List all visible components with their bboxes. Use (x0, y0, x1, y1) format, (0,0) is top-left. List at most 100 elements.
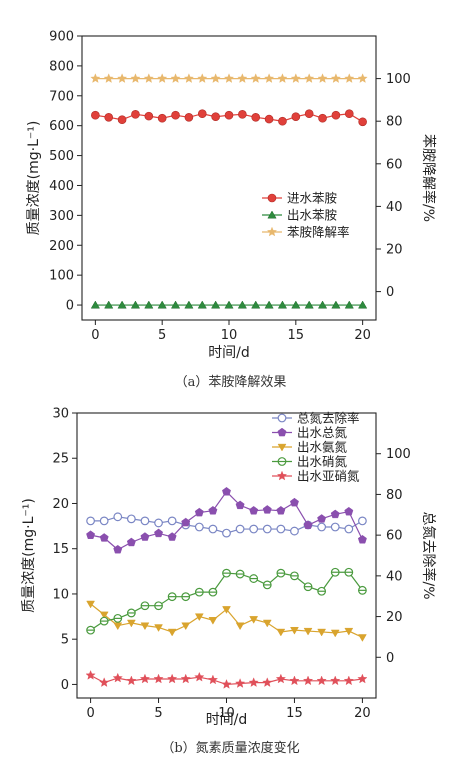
legend-marker (267, 210, 277, 219)
data-point (290, 571, 299, 581)
data-point (113, 622, 123, 631)
right-tick-label: 100 (386, 447, 411, 462)
data-point (276, 524, 286, 534)
legend-label: 苯胺降解率 (287, 225, 350, 240)
data-point (344, 73, 355, 83)
data-point (303, 627, 313, 636)
data-point (171, 110, 180, 120)
data-point (358, 300, 368, 309)
legend-marker (276, 470, 288, 481)
left-tick-label: 200 (49, 239, 74, 254)
x-tick-label: 5 (158, 328, 166, 343)
data-point (117, 73, 128, 83)
data-point (167, 628, 177, 637)
data-point (126, 619, 136, 628)
data-point (358, 117, 367, 127)
data-point (235, 500, 245, 510)
data-point (197, 109, 207, 119)
x-tick-label: 5 (154, 706, 162, 721)
data-point (304, 109, 314, 119)
left-tick-label: 600 (49, 119, 74, 134)
x-tick-label: 20 (354, 328, 371, 343)
data-point (318, 113, 327, 123)
data-point (86, 625, 95, 635)
data-point (140, 601, 150, 611)
data-point (194, 587, 204, 597)
data-point (130, 300, 141, 309)
right-tick-label: 20 (386, 610, 403, 625)
legend-label: 进水苯胺 (287, 191, 337, 206)
data-point (251, 113, 261, 122)
data-point (289, 497, 299, 507)
data-point (344, 567, 354, 577)
data-point (170, 73, 181, 83)
right-tick-label: 80 (386, 115, 403, 130)
data-point (317, 300, 328, 309)
data-point (235, 569, 245, 579)
data-point (208, 506, 218, 515)
data-point (235, 678, 246, 688)
data-point (264, 114, 274, 124)
left-tick-label: 5 (61, 633, 69, 648)
data-point (304, 300, 314, 309)
data-point (358, 516, 367, 526)
data-point (112, 672, 123, 683)
data-point (331, 110, 341, 120)
data-point (222, 528, 231, 538)
data-point (224, 300, 234, 309)
data-point (303, 520, 313, 529)
data-point (130, 73, 141, 83)
data-point (237, 300, 247, 309)
left-tick-label: 25 (52, 452, 69, 467)
data-point (277, 300, 288, 309)
data-point (103, 73, 114, 83)
data-point (317, 586, 327, 596)
left-tick-label: 300 (49, 209, 74, 224)
data-point (167, 592, 177, 602)
data-point (278, 116, 287, 126)
data-point (211, 300, 221, 309)
data-point (99, 616, 109, 626)
data-point (126, 514, 136, 524)
legend-label: 出水亚硝氮 (297, 469, 360, 484)
data-point (357, 73, 368, 83)
x-tick-label: 15 (288, 328, 305, 343)
data-point (316, 675, 327, 686)
data-point (104, 113, 114, 122)
right-y-axis-label: 总氮去除率/% (420, 511, 437, 599)
data-point (210, 73, 221, 83)
data-point (330, 509, 340, 519)
data-point (357, 634, 367, 642)
right-tick-label: 40 (386, 200, 403, 215)
data-point (126, 608, 136, 618)
data-point (357, 673, 368, 684)
left-tick-label: 30 (52, 407, 69, 422)
data-point (126, 537, 136, 547)
data-point (317, 514, 327, 523)
data-point (99, 611, 109, 620)
left-tick-label: 700 (49, 89, 74, 104)
data-point (181, 622, 191, 631)
x-tick-label: 0 (86, 706, 94, 721)
data-point (357, 534, 367, 544)
data-point (181, 517, 191, 527)
data-point (303, 582, 313, 592)
left-tick-label: 0 (66, 299, 74, 314)
data-point (154, 528, 164, 538)
data-point (113, 613, 123, 623)
data-point (249, 574, 259, 583)
data-point (237, 73, 248, 83)
legend-label: 出水硝氮 (297, 454, 348, 469)
data-point (90, 73, 101, 83)
right-tick-label: 80 (386, 488, 403, 503)
left-tick-label: 10 (52, 587, 69, 602)
data-point (194, 507, 204, 517)
data-point (262, 677, 273, 687)
data-point (153, 673, 164, 684)
right-tick-label: 100 (386, 72, 411, 87)
data-point (276, 568, 286, 578)
data-point (117, 300, 127, 309)
data-point (344, 300, 354, 309)
chart-panel-a: 0 5 10 15 2001002003004005006007008009000204… (26, 30, 437, 362)
